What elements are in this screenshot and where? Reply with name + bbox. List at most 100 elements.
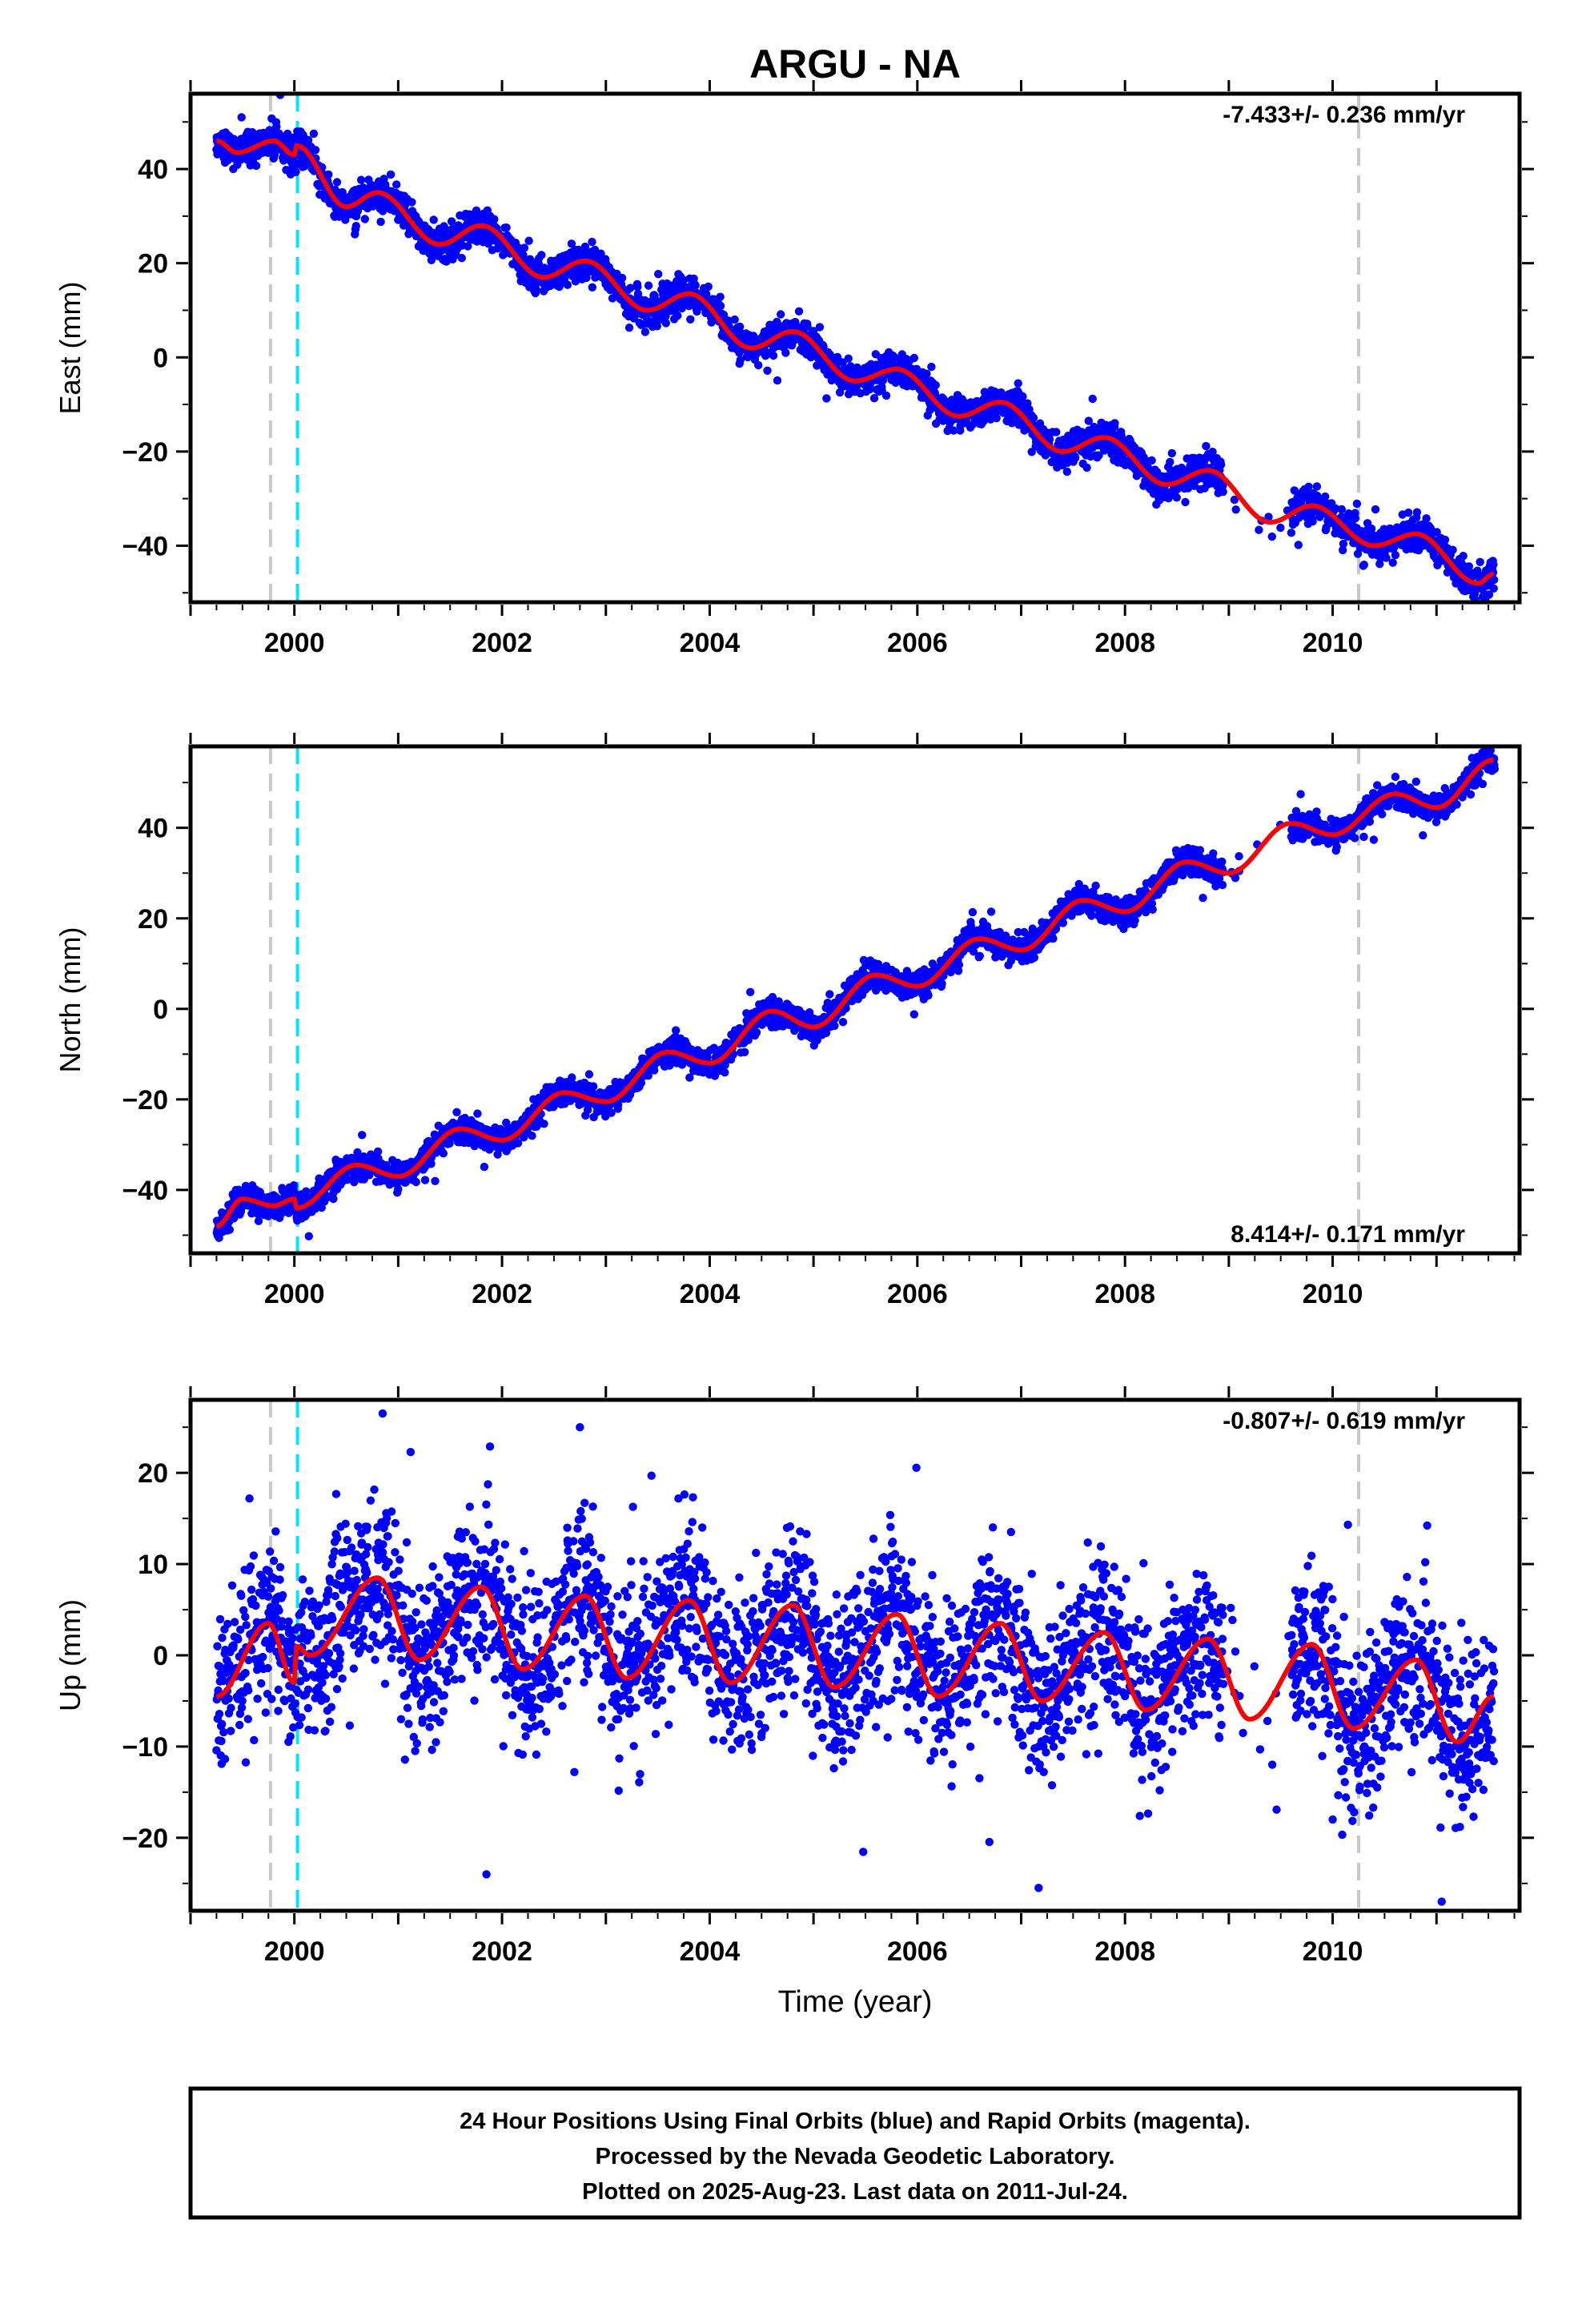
east-data-point — [464, 242, 472, 251]
east-data-point — [1219, 481, 1227, 490]
east-data-point — [596, 249, 605, 258]
north-data-point — [427, 1160, 436, 1168]
east-data-point — [679, 275, 688, 284]
east-data-point — [1045, 435, 1054, 444]
north-data-point — [304, 1232, 313, 1240]
east-data-point — [927, 362, 936, 372]
east-data-point — [1339, 539, 1348, 549]
east-x-tick-label: 2006 — [887, 628, 948, 658]
north-data-point — [721, 1068, 729, 1077]
north-data-point — [528, 1132, 536, 1140]
east-data-point — [640, 328, 650, 336]
east-data-point — [1312, 482, 1322, 491]
north-data-point — [513, 1139, 523, 1148]
east-data-point — [1322, 523, 1331, 532]
east-data-point — [457, 254, 466, 263]
east-data-point — [815, 323, 825, 332]
east-data-point — [1391, 550, 1400, 560]
east-data-point — [624, 324, 634, 332]
east-data-point — [1432, 528, 1441, 537]
east-data-point — [1219, 487, 1227, 497]
east-data-point — [582, 273, 591, 283]
north-data-point — [703, 1053, 712, 1062]
east-data-point — [283, 129, 292, 139]
north-data-point — [452, 1108, 461, 1117]
east-panel: 2000 2002 2004 2006 2008 2010−40−2002040East … — [54, 80, 1534, 658]
figure-title: ARGU - NA — [749, 42, 961, 86]
east-data-point — [1208, 448, 1217, 456]
east-data-point — [1290, 486, 1299, 495]
east-data-point — [590, 245, 600, 255]
east-data-point — [608, 294, 617, 303]
east-data-point — [1082, 463, 1091, 472]
east-data-point — [1321, 492, 1330, 501]
east-data-point — [716, 292, 725, 301]
east-data-point — [490, 215, 499, 223]
east-data-point — [693, 307, 701, 316]
north-data-point — [589, 1082, 598, 1091]
east-data-point — [617, 273, 627, 283]
east-data-point — [588, 283, 596, 292]
east-data-point — [661, 319, 670, 328]
north-data-point — [353, 1148, 362, 1157]
east-data-point — [633, 283, 642, 292]
east-x-tick-label: 2000 — [264, 628, 325, 658]
east-data-point — [1166, 457, 1174, 467]
east-velocity-label: -7.433+/- 0.236 mm/yr — [1223, 102, 1465, 128]
east-data-point — [520, 243, 529, 252]
north-data-point — [480, 1162, 489, 1172]
east-data-point — [1459, 552, 1468, 561]
east-data-point — [1255, 525, 1263, 534]
east-data-point — [567, 239, 576, 248]
east-data-point — [311, 146, 320, 155]
east-data-point — [754, 360, 763, 370]
east-data-point — [291, 167, 300, 176]
east-data-point — [1183, 484, 1193, 493]
north-data-point — [420, 1176, 430, 1184]
east-data-point — [1404, 509, 1413, 517]
east-data-point — [427, 255, 436, 264]
east-data-point — [376, 217, 385, 227]
east-data-point — [303, 135, 313, 145]
east-data-point — [844, 354, 853, 363]
east-data-point — [1052, 428, 1061, 436]
east-data-point — [356, 175, 366, 184]
north-data-point — [225, 1225, 234, 1234]
east-data-point — [931, 380, 940, 390]
north-data-point — [289, 1181, 299, 1190]
east-data-point — [1230, 495, 1239, 505]
east-y-tick-label: 40 — [138, 155, 168, 185]
east-data-point — [769, 351, 778, 360]
east-data-point — [502, 223, 511, 232]
east-data-point — [716, 301, 725, 311]
east-data-point — [1489, 584, 1498, 593]
east-data-point — [1464, 562, 1474, 571]
east-data-point — [1181, 497, 1190, 507]
east-data-point — [806, 352, 816, 362]
east-data-point — [644, 281, 653, 290]
east-data-point — [270, 151, 279, 159]
east-data-point — [773, 376, 782, 385]
east-data-point — [835, 388, 845, 397]
north-data-point — [439, 1149, 448, 1158]
east-data-point — [1264, 513, 1273, 521]
east-x-tick-label: 2008 — [1094, 628, 1155, 658]
east-data-point — [408, 198, 416, 207]
north-data-point — [373, 1147, 383, 1156]
east-y-tick-label: 0 — [153, 343, 168, 373]
east-data-point — [1440, 535, 1450, 545]
east-y-tick-label: 20 — [138, 249, 168, 279]
east-data-point — [1014, 379, 1022, 388]
east-data-point — [1448, 545, 1457, 554]
east-data-point — [992, 413, 1001, 423]
east-data-point — [1147, 456, 1156, 465]
north-data-point — [350, 1177, 359, 1187]
north-data-point — [584, 1070, 594, 1079]
east-data-point — [794, 307, 804, 316]
east-data-point — [1202, 441, 1211, 451]
north-data-point — [740, 1047, 749, 1057]
east-data-point — [704, 282, 713, 292]
east-data-point — [392, 180, 401, 189]
east-x-tick-label: 2002 — [472, 628, 532, 658]
